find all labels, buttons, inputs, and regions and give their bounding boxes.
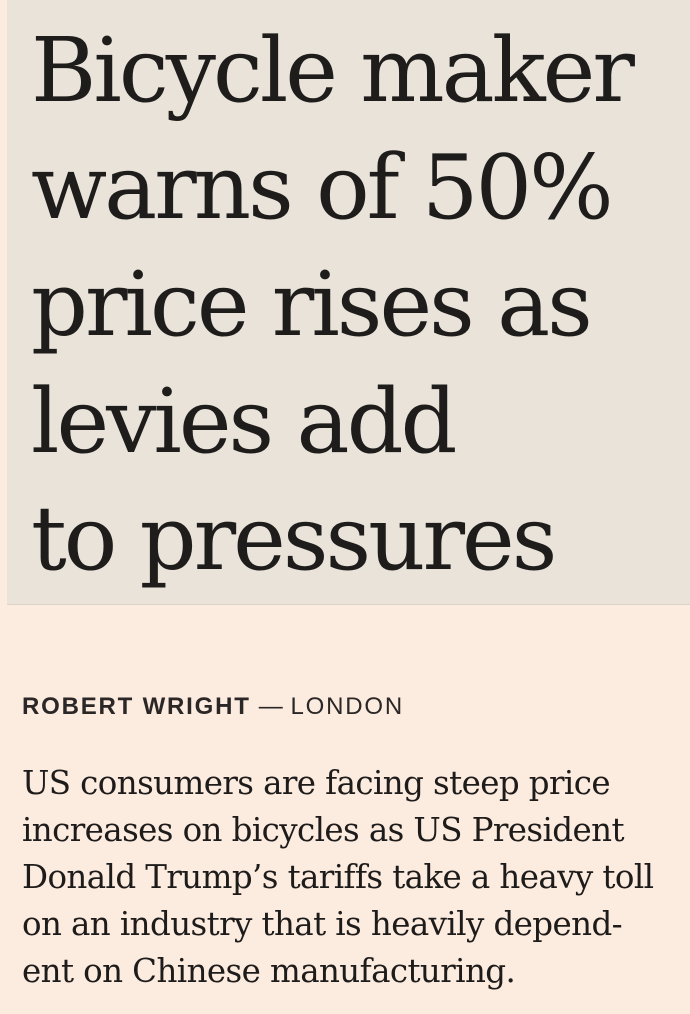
byline-location: LONDON xyxy=(290,693,405,720)
headline-line: price rises as xyxy=(31,252,593,356)
byline: ROBERT WRIGHT — LONDON xyxy=(22,693,404,721)
headline-line: Bicycle maker xyxy=(31,18,635,122)
byline-author[interactable]: ROBERT WRIGHT xyxy=(22,693,251,720)
standfirst-line: on an industry that is heavily depend- xyxy=(22,905,623,943)
headline-line: warns of 50% xyxy=(31,135,614,239)
standfirst-line: ent on Chinese manufacturing. xyxy=(22,952,516,990)
standfirst-line: Donald Trump’s tariffs take a heavy toll xyxy=(22,858,654,896)
headline-line: levies add xyxy=(31,369,458,473)
byline-separator: — xyxy=(258,693,285,720)
standfirst: US consumers are facing steep price incr… xyxy=(22,760,686,995)
headline: Bicycle maker warns of 50% price rises a… xyxy=(31,12,690,597)
headline-line: to pressures xyxy=(31,486,557,590)
standfirst-line: US consumers are facing steep price xyxy=(22,764,611,802)
standfirst-line: increases on bicycles as US President xyxy=(22,811,625,849)
headline-panel: Bicycle maker warns of 50% price rises a… xyxy=(7,0,690,604)
